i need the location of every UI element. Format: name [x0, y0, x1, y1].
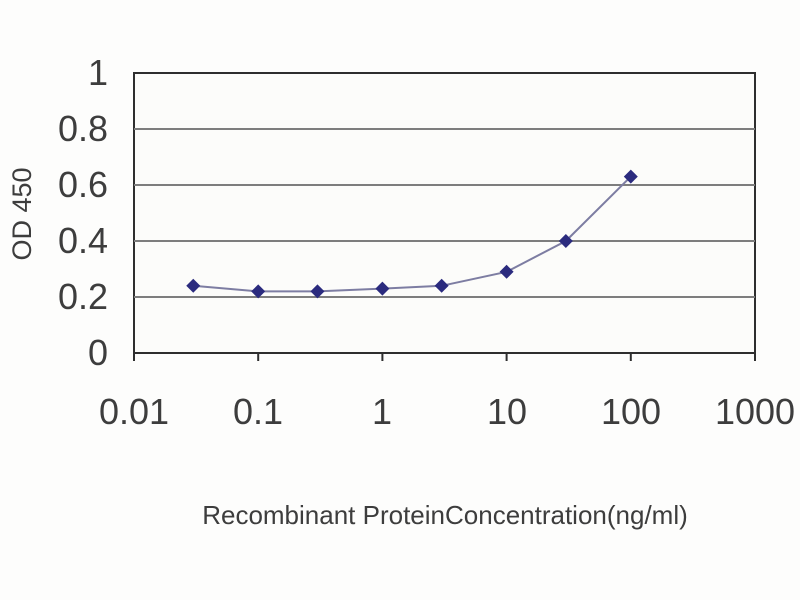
x-tick-label: 0.1: [232, 391, 284, 432]
y-tick-label: 0.2: [57, 276, 108, 317]
y-tick-label: 0.8: [57, 108, 108, 149]
x-axis-title: Recombinant ProteinConcentration(ng/ml): [202, 500, 688, 530]
x-tick-label: 10: [486, 391, 528, 432]
y-tick-label: 0: [87, 332, 108, 373]
y-tick-label: 1: [87, 52, 108, 93]
x-tick-label: 1: [371, 391, 393, 432]
y-tick-label: 0.4: [57, 220, 108, 261]
x-tick-label: 1000: [714, 391, 796, 432]
y-axis-title: OD 450: [7, 167, 37, 261]
y-tick-label: 0.6: [57, 164, 108, 205]
x-tick-label: 100: [600, 391, 662, 432]
x-tick-label: 0.01: [98, 391, 170, 432]
